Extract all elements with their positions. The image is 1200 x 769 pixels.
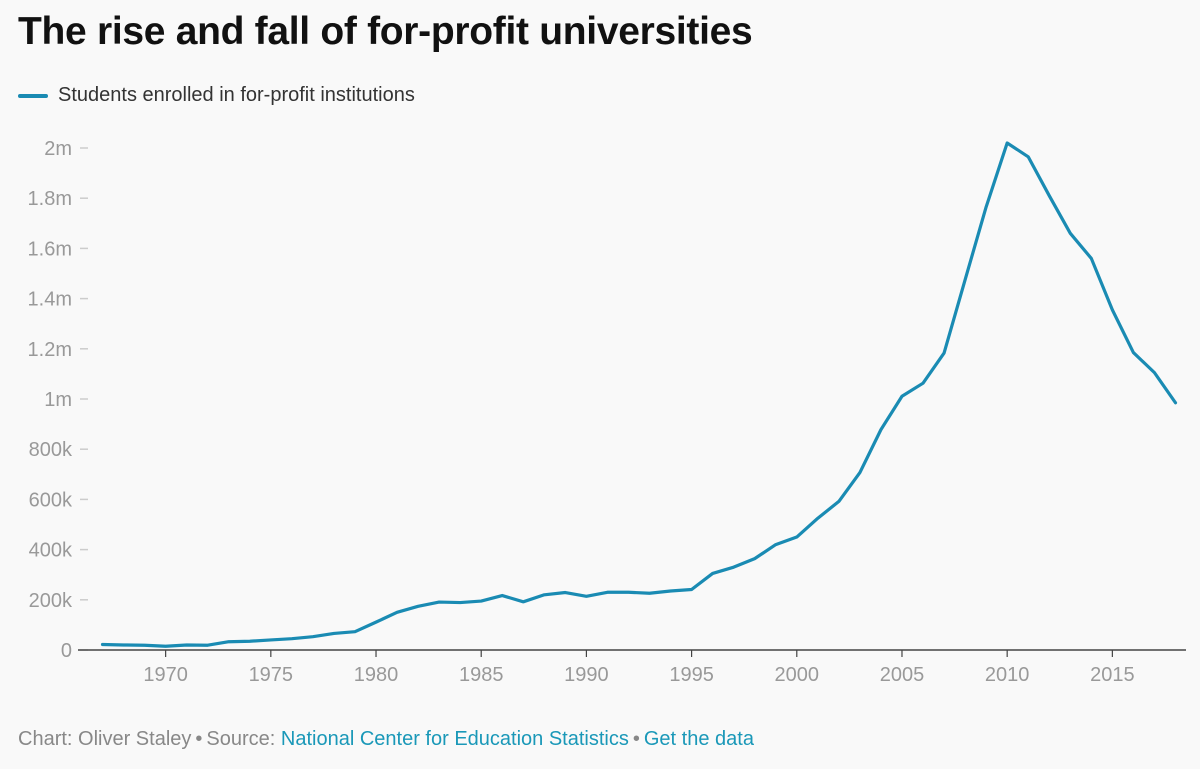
- y-tick-label: 1.2m: [28, 339, 72, 361]
- data-point: [97, 638, 109, 650]
- data-point: [917, 377, 929, 389]
- data-point: [328, 627, 340, 639]
- data-point: [559, 587, 571, 599]
- x-tick-label: 2005: [880, 664, 925, 686]
- x-tick-label: 1975: [249, 664, 294, 686]
- data-point: [517, 596, 529, 608]
- data-point: [160, 640, 172, 652]
- y-tick-label: 1.4m: [28, 289, 72, 311]
- data-point: [223, 636, 235, 648]
- footer-separator: •: [632, 728, 640, 750]
- chart-credit: Chart: Oliver Staley: [18, 728, 192, 750]
- data-point: [181, 639, 193, 651]
- data-point: [749, 553, 761, 565]
- data-point: [622, 586, 634, 598]
- x-tick-label: 1995: [669, 664, 714, 686]
- source-link[interactable]: National Center for Education Statistics: [280, 728, 629, 750]
- data-point: [791, 531, 803, 543]
- data-point: [475, 595, 487, 607]
- data-point: [728, 561, 740, 573]
- data-point: [1085, 252, 1097, 264]
- data-point: [1043, 190, 1055, 202]
- y-tick-label: 1m: [44, 389, 72, 411]
- data-point: [707, 567, 719, 579]
- y-tick-label: 400k: [29, 540, 73, 562]
- data-point: [833, 495, 845, 507]
- data-point: [980, 201, 992, 213]
- data-point: [959, 274, 971, 286]
- data-point: [644, 587, 656, 599]
- data-point: [665, 585, 677, 597]
- data-point: [454, 597, 466, 609]
- legend-label: Students enrolled in for-profit institut…: [58, 84, 415, 106]
- data-point: [770, 539, 782, 551]
- data-point: [286, 633, 298, 645]
- y-tick-label: 800k: [29, 439, 73, 461]
- y-tick-label: 200k: [29, 590, 73, 612]
- x-tick-label: 2000: [775, 664, 820, 686]
- x-tick-label: 2010: [985, 664, 1030, 686]
- chart-footer: Chart: Oliver Staley • Source: National Ce…: [18, 728, 754, 751]
- x-tick-label: 1990: [564, 664, 609, 686]
- series-layer: [97, 137, 1181, 652]
- data-point: [580, 590, 592, 602]
- data-point: [349, 626, 361, 638]
- data-point: [307, 631, 319, 643]
- x-tick-label: 1970: [143, 664, 188, 686]
- data-point: [412, 600, 424, 612]
- y-tick-label: 1.6m: [28, 238, 72, 260]
- data-point: [896, 390, 908, 402]
- data-point: [1169, 397, 1181, 409]
- y-tick-label: 1.8m: [28, 188, 72, 210]
- data-point: [370, 616, 382, 628]
- x-tick-label: 2015: [1090, 664, 1135, 686]
- data-point: [686, 584, 698, 596]
- data-point: [1001, 137, 1013, 149]
- data-point: [139, 639, 151, 651]
- data-point: [202, 639, 214, 651]
- data-point: [938, 347, 950, 359]
- data-point: [1064, 227, 1076, 239]
- data-point: [1022, 151, 1034, 163]
- y-tick-label: 0: [61, 640, 72, 662]
- data-point: [1148, 367, 1160, 379]
- x-tick-label: 1985: [459, 664, 504, 686]
- footer-separator: •: [195, 728, 203, 750]
- y-axis: 0 200k 400k 600k 800k 1m 1.2m 1.4m 1.6m 1.8m 2m: [28, 138, 88, 662]
- source-prefix: Source:: [206, 728, 276, 750]
- data-point: [496, 590, 508, 602]
- data-point: [1127, 347, 1139, 359]
- data-point: [1106, 304, 1118, 316]
- data-point: [812, 512, 824, 524]
- y-tick-label: 600k: [29, 489, 73, 511]
- data-point: [265, 634, 277, 646]
- legend: Students enrolled in for-profit institut…: [18, 84, 415, 107]
- data-point: [244, 635, 256, 647]
- series-line: [100, 141, 1178, 648]
- get-the-data-link[interactable]: Get the data: [643, 728, 754, 750]
- data-point: [433, 596, 445, 608]
- data-point: [118, 639, 130, 651]
- x-tick-label: 1980: [354, 664, 399, 686]
- data-point: [538, 589, 550, 601]
- data-point: [601, 586, 613, 598]
- data-point: [875, 424, 887, 436]
- chart-title: The rise and fall of for-profit universi…: [18, 10, 753, 53]
- y-tick-label: 2m: [44, 138, 72, 160]
- legend-swatch: [18, 93, 48, 98]
- data-point: [854, 467, 866, 479]
- data-point: [391, 606, 403, 618]
- x-axis: 1970 1975 1980 1985 1990 1995 2000 2005 2010 2015: [78, 649, 1186, 686]
